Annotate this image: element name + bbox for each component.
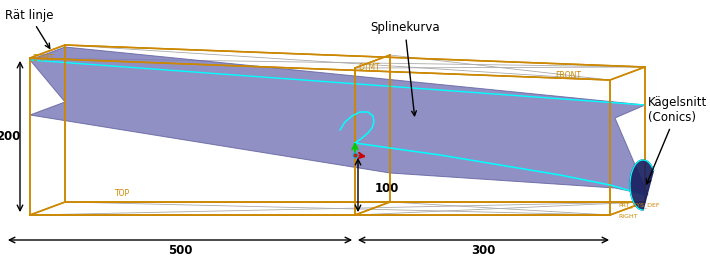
Text: 100: 100 [375, 181, 399, 195]
Polygon shape [30, 47, 648, 195]
Text: PRT_SYS_DEF: PRT_SYS_DEF [618, 202, 660, 208]
Text: DTMT: DTMT [32, 54, 54, 63]
Text: Splinekurva: Splinekurva [370, 22, 439, 116]
Text: RIGHT: RIGHT [618, 214, 638, 219]
Text: Kägelsnitt
(Conics): Kägelsnitt (Conics) [646, 96, 707, 184]
Text: Rät linje: Rät linje [5, 8, 53, 48]
Polygon shape [630, 160, 653, 210]
Text: DTMT: DTMT [358, 63, 380, 72]
Text: FRONT: FRONT [555, 70, 581, 79]
Text: 200: 200 [0, 129, 20, 143]
Text: 300: 300 [471, 244, 495, 256]
Text: 500: 500 [168, 244, 192, 256]
Text: TOP: TOP [115, 189, 130, 198]
